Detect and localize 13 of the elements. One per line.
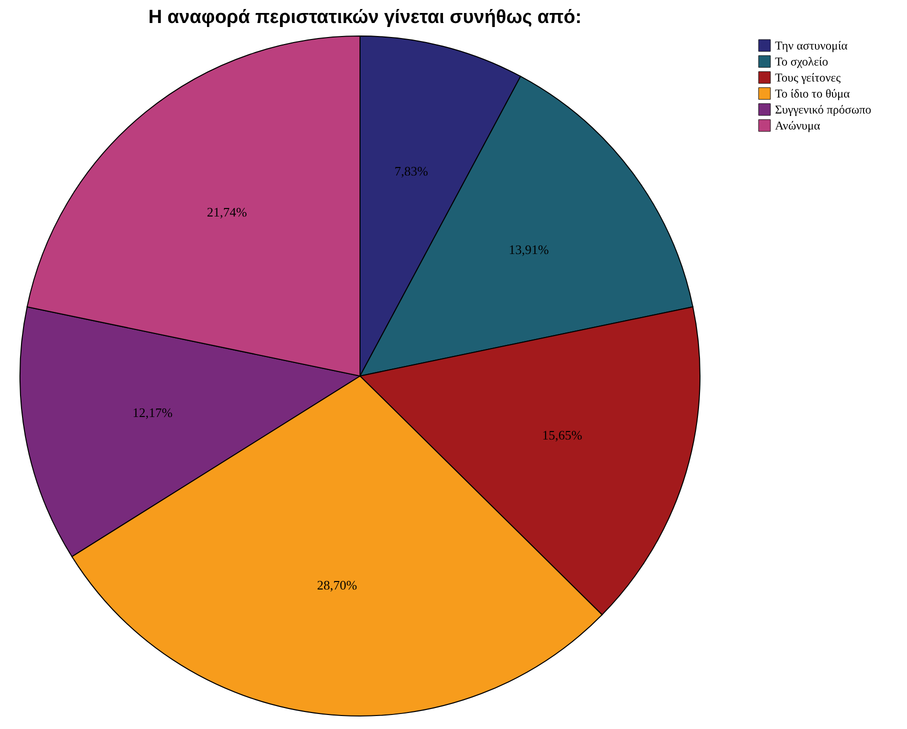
data-label: 28,70% — [316, 578, 358, 593]
data-label: 21,74% — [206, 204, 248, 220]
legend-label: Συγγενικό πρόσωπο — [775, 102, 872, 116]
legend-label: Το ίδιο το θύμα — [775, 86, 851, 100]
legend-label: Το σχολείο — [775, 54, 828, 68]
legend-label: Την αστυνομία — [775, 38, 848, 52]
legend-label: Τους γείτονες — [775, 70, 841, 84]
data-label: 15,65% — [542, 428, 582, 443]
data-label: 13,91% — [508, 242, 550, 257]
data-label: 12,17% — [132, 405, 173, 420]
chart-title: Η αναφορά περιστατικών γίνεται συνήθως από: — [148, 7, 582, 28]
legend-label: Ανώνυμα — [775, 118, 821, 132]
data-label: 7,83% — [394, 164, 428, 179]
